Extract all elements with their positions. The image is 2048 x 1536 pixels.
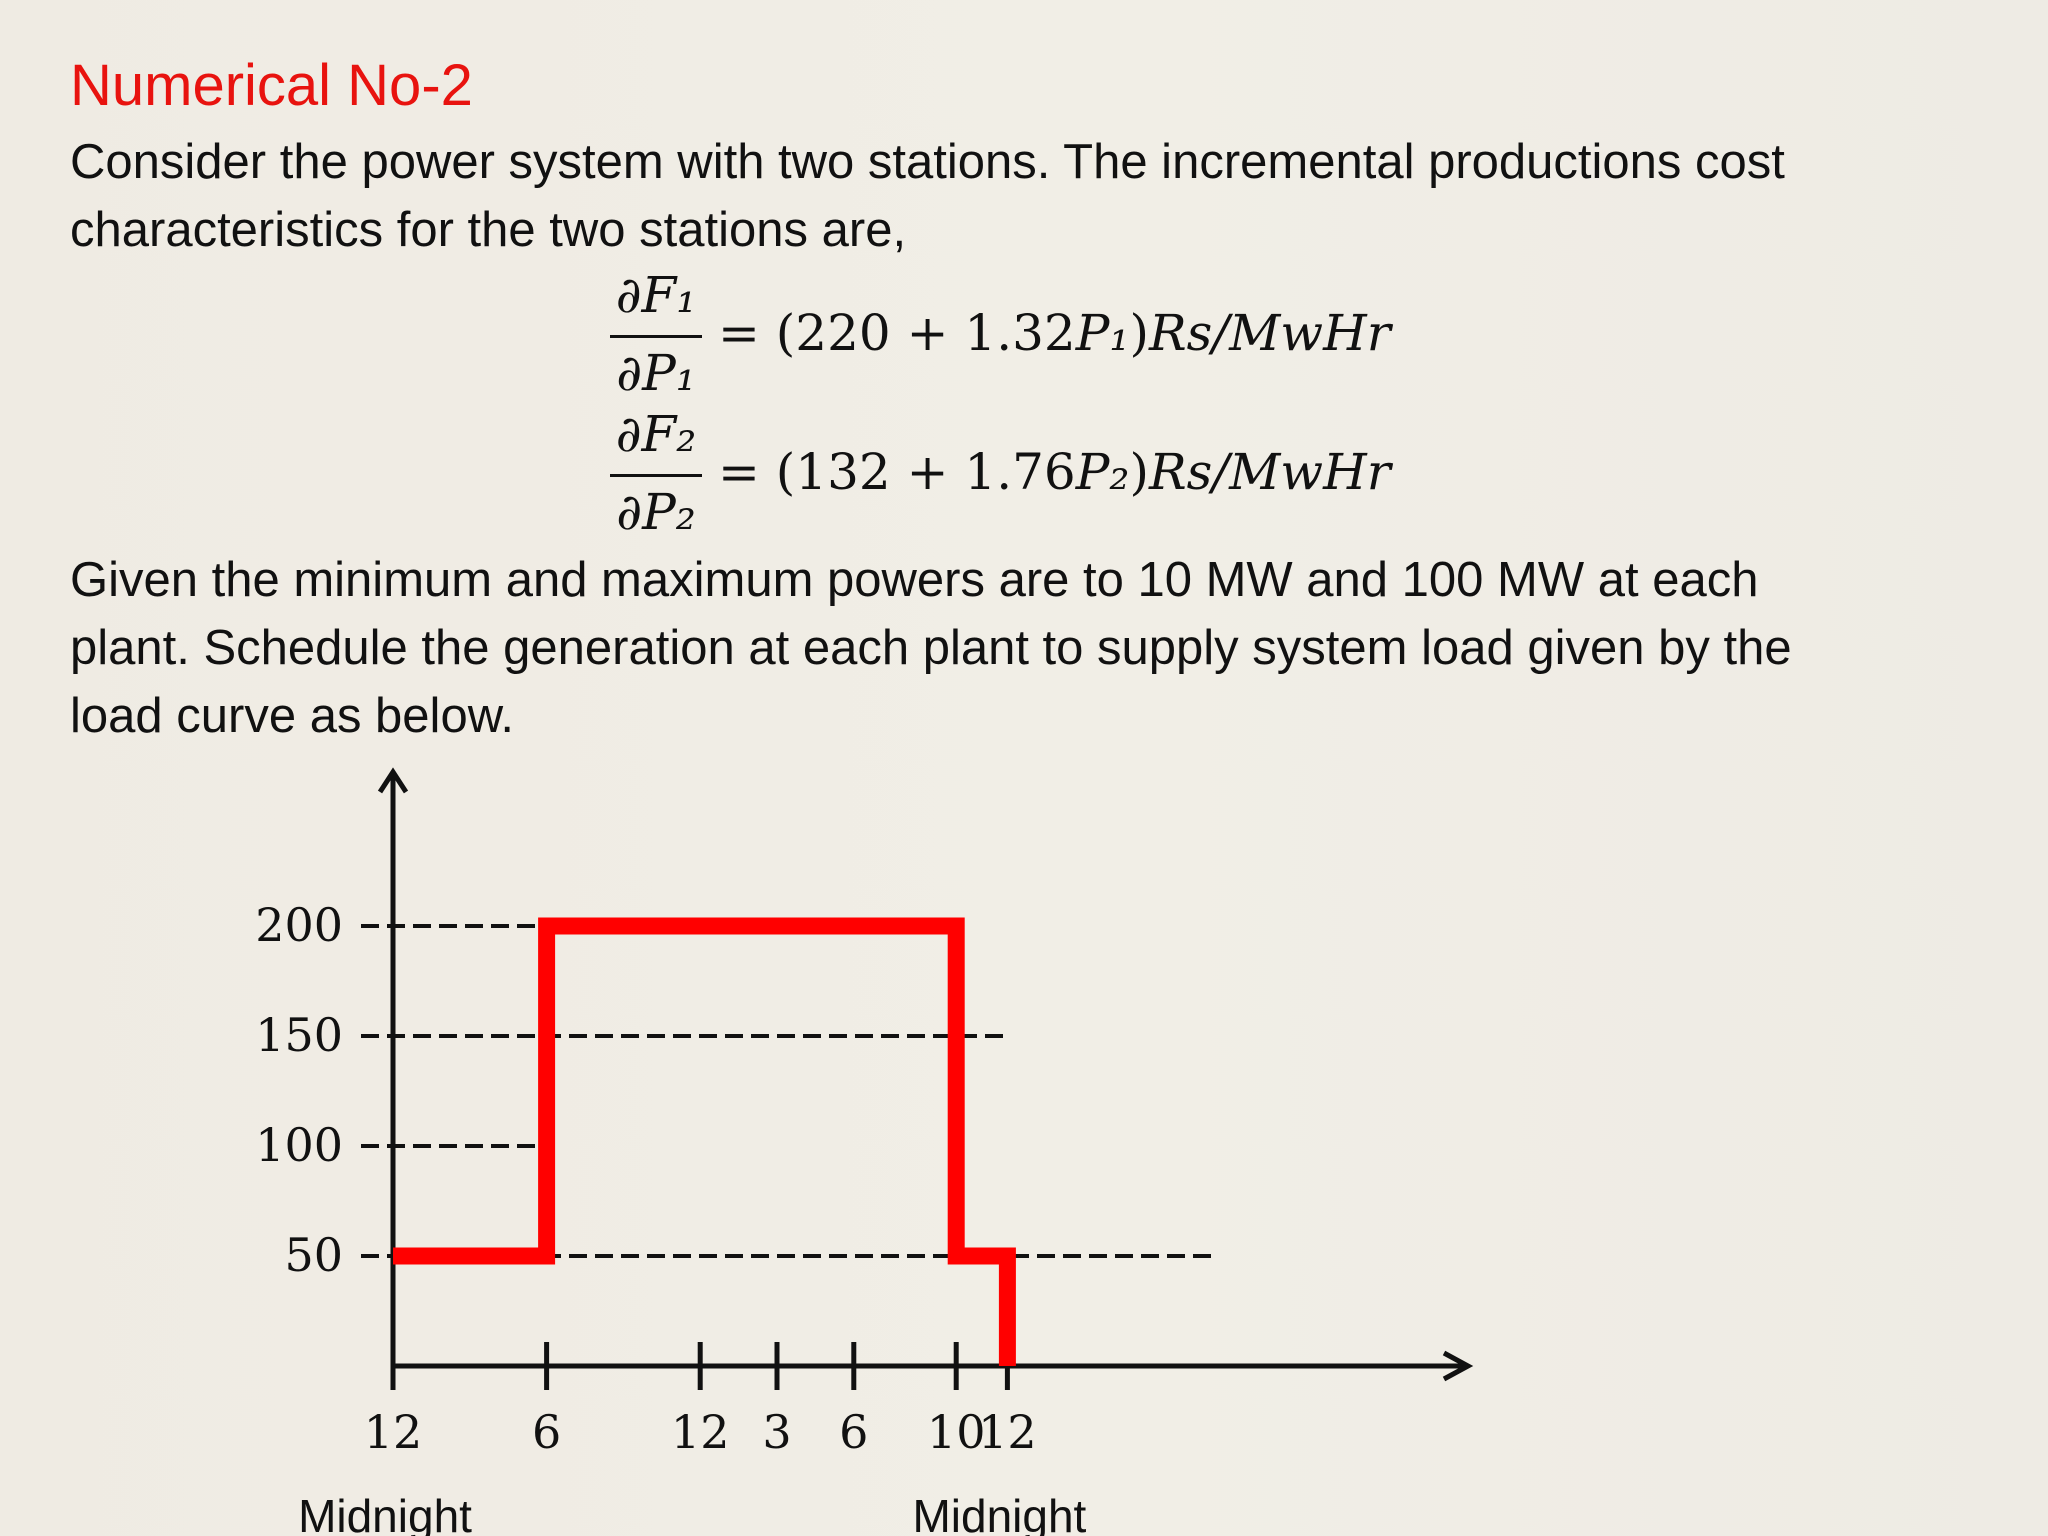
given-paragraph: Given the minimum and maximum powers are… xyxy=(70,546,1950,750)
x-tick-sublabel: Midnight xyxy=(298,1490,472,1536)
given-line: Given the minimum and maximum powers are… xyxy=(70,553,1759,607)
fraction-numerator: ∂F₂ xyxy=(615,405,697,463)
fraction-numerator: ∂F₁ xyxy=(615,266,697,324)
rhs-close: ) xyxy=(1129,443,1149,501)
x-tick-label: 12 xyxy=(364,1405,423,1459)
rhs-variable: P₁ xyxy=(1075,304,1130,362)
equation-rhs: = (220 + 1.32P₁)Rs/MwHr xyxy=(718,304,1391,362)
rhs-constant: = (132 + 1.76 xyxy=(718,443,1076,501)
x-tick-label: 12 xyxy=(978,1405,1037,1459)
equation-rhs: = (132 + 1.76P₂)Rs/MwHr xyxy=(718,443,1391,501)
y-tick-label: 150 xyxy=(255,1008,343,1062)
x-tick-sublabel: Midnight xyxy=(912,1490,1086,1536)
rhs-close: ) xyxy=(1129,304,1149,362)
x-tick-label: 10 xyxy=(927,1405,986,1459)
fraction-denominator: ∂P₁ xyxy=(616,344,696,402)
x-axis-arrow xyxy=(1442,1350,1474,1382)
rhs-variable: P₂ xyxy=(1075,443,1130,501)
x-tick-label: 6 xyxy=(839,1405,868,1459)
given-line: plant. Schedule the generation at each p… xyxy=(70,621,1792,675)
slide-title: Numerical No-2 xyxy=(70,53,473,118)
given-line: load curve as below. xyxy=(70,689,514,743)
x-tick-label: 3 xyxy=(762,1405,791,1459)
rhs-unit: Rs/MwHr xyxy=(1148,304,1391,362)
fraction-bar xyxy=(610,335,702,338)
rhs-unit: Rs/MwHr xyxy=(1148,443,1391,501)
equation-station-2: ∂F₂ ∂P₂ = (132 + 1.76P₂)Rs/MwHr xyxy=(610,405,1510,545)
x-tick-label: 12 xyxy=(671,1405,730,1459)
y-tick-label: 100 xyxy=(255,1118,343,1172)
x-tick-label: 6 xyxy=(532,1405,561,1459)
y-tick-label: 200 xyxy=(255,898,343,952)
intro-line: characteristics for the two stations are… xyxy=(70,203,907,257)
fraction-denominator: ∂P₂ xyxy=(616,483,696,541)
y-axis-arrow xyxy=(377,767,409,794)
equation-station-1: ∂F₁ ∂P₁ = (220 + 1.32P₁)Rs/MwHr xyxy=(610,266,1510,406)
load-curve-series xyxy=(393,917,1016,1366)
rhs-constant: = (220 + 1.32 xyxy=(718,304,1076,362)
fraction-bar xyxy=(610,474,702,477)
intro-line: Consider the power system with two stati… xyxy=(70,135,1785,189)
intro-paragraph: Consider the power system with two stati… xyxy=(70,128,1950,264)
y-tick-label: 50 xyxy=(284,1228,343,1282)
